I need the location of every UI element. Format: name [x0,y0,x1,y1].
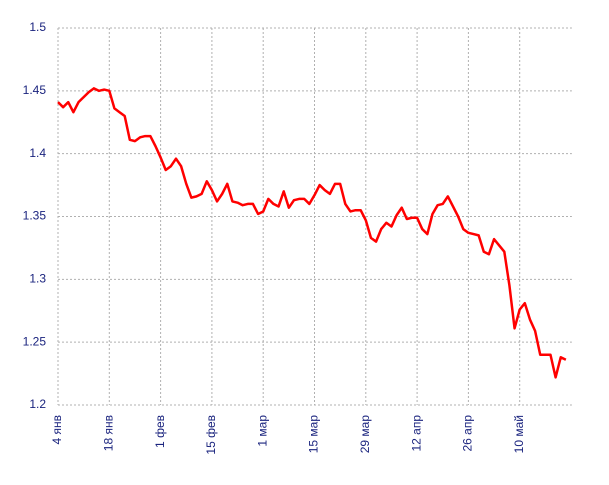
x-tick-label: 18 янв [101,415,115,451]
y-tick-label: 1.2 [29,397,46,411]
x-tick-label: 10 май [512,415,526,453]
y-tick-label: 1.3 [29,272,46,286]
x-tick-label: 4 янв [50,415,64,445]
x-tick-label: 26 апр [461,415,475,452]
y-tick-label: 1.5 [29,20,46,34]
x-tick-label: 12 апр [409,415,423,452]
x-tick-label: 15 фев [204,415,218,455]
x-tick-label: 15 мар [307,415,321,454]
y-tick-label: 1.4 [29,146,46,160]
y-tick-label: 1.45 [23,83,47,97]
y-tick-label: 1.25 [23,334,47,348]
x-tick-label: 29 мар [358,415,372,454]
x-tick-label: 1 фев [153,415,167,448]
y-tick-label: 1.35 [23,209,47,223]
x-tick-label: 1 мар [255,415,269,447]
line [57,87,567,379]
